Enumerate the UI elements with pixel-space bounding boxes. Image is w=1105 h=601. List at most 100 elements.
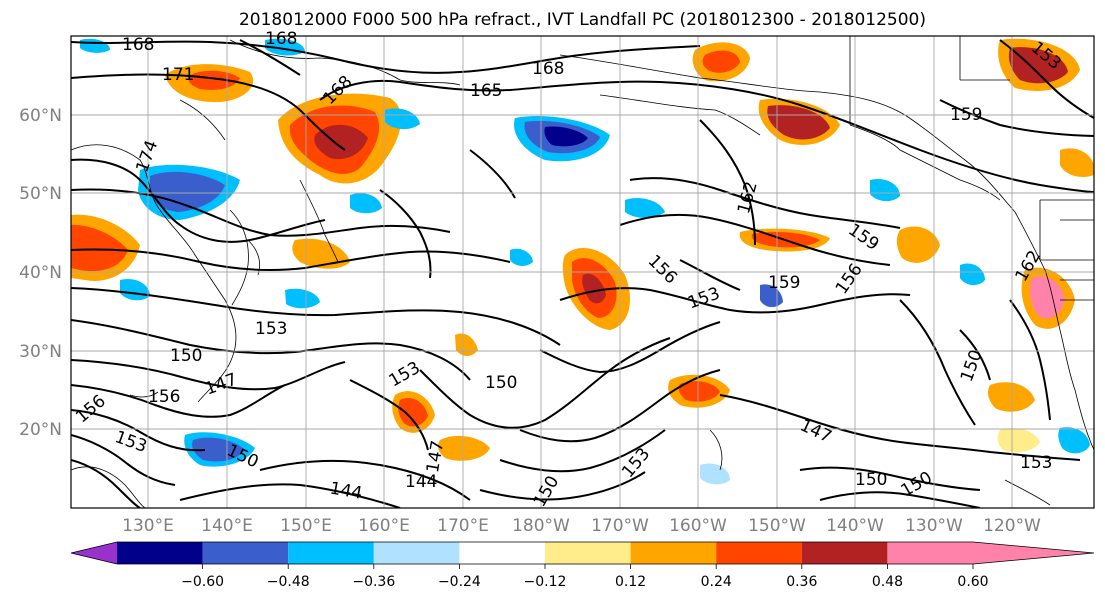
lat-label-40n: 40°N <box>19 263 62 283</box>
contour-line <box>71 434 176 486</box>
contour-line <box>259 459 471 501</box>
contour-label: 159 <box>950 105 982 125</box>
anomaly-patch <box>870 178 900 202</box>
colorbar-outline <box>70 541 1095 565</box>
contour-line <box>939 99 1094 137</box>
contour-line <box>319 79 1094 193</box>
anomaly-patch <box>896 226 940 263</box>
anomaly-patch <box>350 193 382 214</box>
colorbar-tick-label: −0.60 <box>181 574 224 590</box>
colorbar-segment <box>202 542 289 564</box>
longitude-labels: 130°E 140°E 150°E 160°E 170°E 180°W 170°… <box>122 516 1041 536</box>
anomaly-patch <box>150 171 225 212</box>
contour-line <box>519 369 721 443</box>
anomaly-patch <box>314 124 368 160</box>
lon-label: 140°E <box>201 516 253 536</box>
anomaly-patch <box>1008 47 1068 84</box>
coastline <box>599 94 761 136</box>
lon-label: 160°E <box>358 516 410 536</box>
contour-label: 168 <box>532 59 564 79</box>
anomaly-patch <box>1030 276 1065 319</box>
anomaly-patch <box>455 333 478 356</box>
refractivity-anomaly-shading <box>71 38 1094 485</box>
anomaly-patch <box>700 463 730 485</box>
contour-line <box>71 409 206 452</box>
coastline <box>299 179 339 263</box>
coastline <box>129 391 159 398</box>
anomaly-patch <box>510 248 533 266</box>
contour-line <box>71 40 701 74</box>
anomaly-patch <box>625 198 665 218</box>
contour-label: 171 <box>162 65 194 85</box>
anomaly-patch <box>285 288 320 309</box>
colorbar-ticks <box>202 564 974 569</box>
contour-label: 150 <box>485 373 517 393</box>
colorbar-tick-label: −0.12 <box>524 574 567 590</box>
contour-line <box>899 299 976 426</box>
contour-line <box>799 466 981 491</box>
contour-line <box>239 39 301 76</box>
contour-label: 159 <box>768 273 800 293</box>
colorbar-tick-label: 0.12 <box>615 574 646 590</box>
contour-line <box>71 158 326 243</box>
coastline <box>849 124 961 181</box>
contour-line <box>349 379 429 451</box>
coastline <box>709 429 723 471</box>
colorbar-tick-label: −0.24 <box>438 574 481 590</box>
contour-line <box>499 429 666 473</box>
anomaly-patch <box>398 397 428 427</box>
colorbar-segment <box>459 542 545 564</box>
contour-label: 153 <box>255 319 287 339</box>
lon-label: 170°W <box>591 516 649 536</box>
contour-label: 153 <box>1020 453 1052 473</box>
map-frame <box>70 35 1095 509</box>
contour-line <box>719 394 1081 461</box>
latitude-labels: 60°N 50°N 40°N 30°N 20°N <box>19 106 62 440</box>
anomaly-patch <box>678 381 720 402</box>
contour-line <box>71 73 346 151</box>
lon-label: 130°E <box>122 516 174 536</box>
colorbar-segment <box>545 542 631 564</box>
coastline <box>1014 211 1094 451</box>
contour-line <box>999 39 1094 119</box>
colorbar-tick-label: −0.48 <box>267 574 310 590</box>
colorbar-extend-high <box>887 542 1094 564</box>
contour-label: 168 <box>265 29 297 49</box>
anomaly-patch <box>437 435 490 461</box>
lat-label-50n: 50°N <box>19 184 62 204</box>
contour-line <box>71 459 141 508</box>
anomaly-patch <box>997 428 1040 453</box>
contour-line <box>1009 299 1051 421</box>
refractivity-contours <box>71 39 1094 508</box>
contour-line <box>559 287 911 314</box>
lon-label: 130°W <box>905 516 963 536</box>
anomaly-patch <box>544 126 588 147</box>
anomaly-patch <box>960 263 985 286</box>
contour-line <box>959 329 991 381</box>
contour-line <box>71 248 511 271</box>
colorbar-extend-low <box>71 542 117 564</box>
colorbar-tick-label: 0.36 <box>786 574 817 590</box>
contour-line <box>179 483 401 508</box>
coastline <box>559 54 1016 213</box>
colorbar-tick-label: 0.60 <box>957 574 988 590</box>
anomaly-patch <box>192 437 245 462</box>
contour-line <box>71 188 451 237</box>
colorbar-tick-label: −0.36 <box>352 574 395 590</box>
contour-line <box>419 337 671 429</box>
anomaly-patch <box>987 382 1035 412</box>
lat-label-60n: 60°N <box>19 106 62 126</box>
lon-label: 140°W <box>826 516 884 536</box>
anomaly-patch <box>1060 148 1094 177</box>
lon-label: 170°E <box>437 516 489 536</box>
anomaly-patch <box>1058 427 1090 454</box>
contour-label: 150 <box>855 470 887 490</box>
lon-label: 180°W <box>512 516 570 536</box>
lon-label: 160°W <box>669 516 727 536</box>
contour-label: 144 <box>405 472 437 492</box>
contour-line <box>699 119 756 246</box>
contour-label: 156 <box>148 387 180 407</box>
contour-label: 150 <box>170 346 202 366</box>
contour-line <box>679 259 741 291</box>
